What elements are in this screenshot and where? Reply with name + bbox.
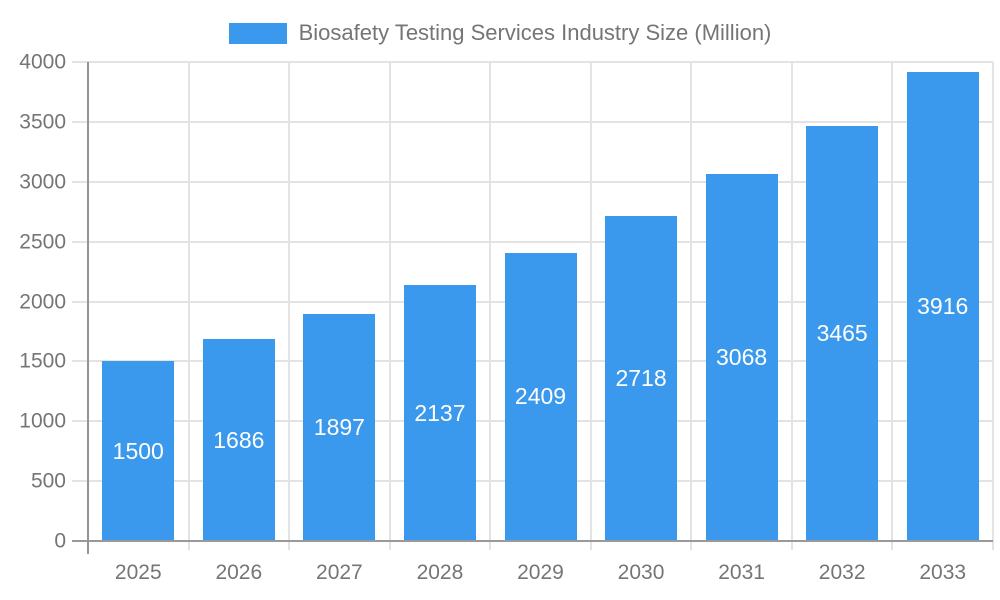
v-gridline xyxy=(388,62,391,550)
bar: 2718 xyxy=(605,215,678,541)
v-gridline xyxy=(589,62,592,550)
bar-value-label: 2718 xyxy=(615,364,667,391)
x-tick-label: 2031 xyxy=(718,561,765,584)
v-gridline xyxy=(187,62,190,550)
y-tick-label: 0 xyxy=(54,529,66,553)
bar: 3068 xyxy=(705,173,778,541)
v-gridline xyxy=(790,62,793,550)
y-tick-label: 500 xyxy=(30,469,66,493)
y-tick-label: 1500 xyxy=(19,349,66,373)
h-gridline xyxy=(72,61,993,63)
y-tick-label: 4000 xyxy=(19,50,66,74)
bar-value-label: 1897 xyxy=(313,413,365,440)
y-tick-label: 3000 xyxy=(19,170,66,194)
bar-value-label: 2137 xyxy=(414,399,466,426)
bar: 1500 xyxy=(102,361,175,541)
bar: 1897 xyxy=(303,313,376,541)
y-tick-label: 2500 xyxy=(19,230,66,254)
bar: 1686 xyxy=(202,339,275,541)
y-tick-label: 2000 xyxy=(19,290,66,313)
bar-value-label: 1500 xyxy=(112,437,164,464)
v-gridline xyxy=(489,62,492,550)
x-tick-label: 2032 xyxy=(818,561,866,584)
v-gridline xyxy=(891,62,894,550)
h-gridline xyxy=(72,240,993,243)
bar: 2137 xyxy=(403,285,476,541)
x-axis-line xyxy=(72,540,993,542)
legend-swatch xyxy=(228,22,287,44)
x-tick-label: 2030 xyxy=(617,561,665,584)
x-tick-label: 2028 xyxy=(416,561,464,584)
x-tick-label: 2027 xyxy=(316,561,363,584)
y-axis-line xyxy=(87,62,89,554)
h-gridline xyxy=(72,120,993,123)
bar: 3465 xyxy=(806,126,879,541)
bar-value-label: 3916 xyxy=(917,293,969,320)
legend-label: Biosafety Testing Services Industry Size… xyxy=(298,20,772,45)
legend: Biosafety Testing Services Industry Size… xyxy=(0,20,1000,46)
x-tick-label: 2025 xyxy=(114,561,162,584)
v-gridline xyxy=(992,62,994,550)
bar-value-label: 3068 xyxy=(716,343,768,370)
bar: 2409 xyxy=(504,252,577,541)
y-tick-label: 1000 xyxy=(19,409,66,433)
bar-value-label: 1686 xyxy=(213,426,265,453)
x-tick-label: 2026 xyxy=(215,561,263,584)
v-gridline xyxy=(288,62,291,550)
plot-area: 0 500 1000 1500 2000 2500 3000 3500 4000 1500 1686… xyxy=(19,52,994,584)
x-tick-label: 2029 xyxy=(517,561,564,584)
bar: 3916 xyxy=(906,72,979,541)
y-tick-label: 3500 xyxy=(19,110,66,134)
x-tick-label: 2033 xyxy=(919,561,967,584)
bar-value-label: 3465 xyxy=(816,320,868,347)
bar-value-label: 2409 xyxy=(514,383,567,410)
v-gridline xyxy=(690,62,693,550)
h-gridline xyxy=(72,180,993,183)
